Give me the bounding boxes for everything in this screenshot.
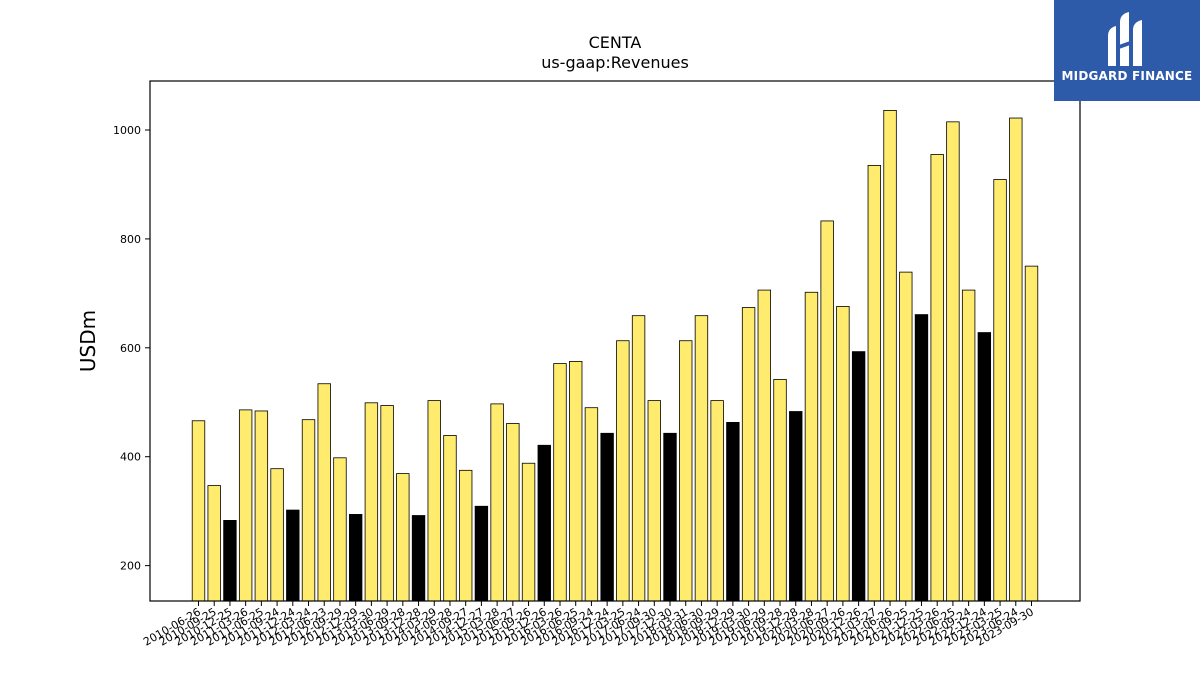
bar <box>569 361 583 602</box>
bar <box>914 314 929 602</box>
bar <box>1024 265 1039 602</box>
bar <box>804 291 819 602</box>
bar <box>270 468 284 602</box>
bar <box>427 400 441 602</box>
y-tick-label: 800 <box>120 233 141 246</box>
bar <box>663 432 677 602</box>
bar <box>961 289 976 602</box>
bar <box>946 121 960 602</box>
bar <box>741 307 756 602</box>
bar <box>506 423 520 602</box>
chart-title: CENTA <box>589 33 642 52</box>
bar <box>301 419 316 602</box>
bar <box>207 485 221 602</box>
bar <box>773 378 787 602</box>
bar <box>757 289 771 602</box>
bar <box>537 444 551 602</box>
logo-text: MIDGARD FINANCE <box>1061 69 1193 83</box>
bar <box>380 405 394 602</box>
bar <box>993 179 1007 602</box>
bar <box>191 420 206 602</box>
bar <box>679 340 693 602</box>
bar-group <box>191 110 1039 602</box>
bar <box>458 469 473 602</box>
bar <box>333 457 347 602</box>
bar <box>616 340 630 602</box>
x-axis-ticks: 2010-06-262010-09-252010-12-252011-03-26… <box>141 601 1036 649</box>
bar <box>238 409 253 602</box>
chart-subtitle: us-gaap:Revenues <box>541 53 689 72</box>
bar <box>584 407 599 602</box>
bar <box>647 400 661 602</box>
bar <box>223 520 237 602</box>
bar <box>364 402 379 602</box>
bar <box>254 410 269 602</box>
bar <box>631 315 646 602</box>
bar <box>726 421 740 602</box>
bar <box>600 432 614 602</box>
bar <box>411 515 426 602</box>
bar <box>396 473 410 602</box>
bar <box>851 351 866 602</box>
y-axis-ticks: 200 400 600 800 1000 <box>113 124 150 573</box>
bar <box>694 315 709 602</box>
bar <box>286 509 300 602</box>
plot-frame <box>149 80 1081 602</box>
midgard-logo-icon <box>1108 12 1142 66</box>
bar <box>1009 117 1023 602</box>
bar <box>789 411 803 602</box>
y-tick-label: 400 <box>120 451 141 464</box>
bar <box>443 435 457 602</box>
bar <box>553 363 567 602</box>
y-tick-label: 1000 <box>113 124 141 137</box>
bar <box>820 220 834 602</box>
y-tick-label: 200 <box>120 560 141 573</box>
bar <box>899 271 913 602</box>
y-tick-label: 600 <box>120 342 141 355</box>
bar <box>710 400 724 602</box>
bar <box>867 164 882 602</box>
midgard-finance-logo: MIDGARD FINANCE <box>1054 0 1200 101</box>
bar <box>348 514 363 602</box>
bar <box>474 505 489 602</box>
bar <box>490 403 504 602</box>
bar <box>883 110 897 602</box>
y-axis-label: USDm <box>76 310 100 372</box>
bar <box>836 306 850 602</box>
bar <box>317 383 331 602</box>
bar <box>930 154 944 602</box>
bar <box>977 332 992 602</box>
bar <box>521 462 536 602</box>
